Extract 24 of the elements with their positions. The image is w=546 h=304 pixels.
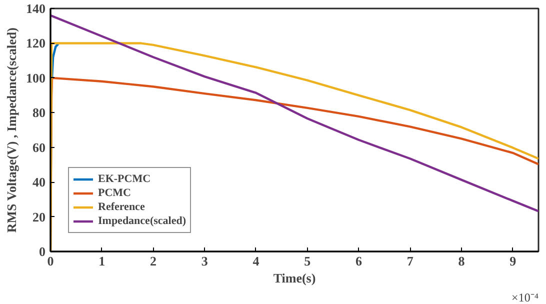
y-tick-label: 0 [39,244,46,259]
x-tick-label: 3 [201,254,208,268]
x-tick-label: 9 [510,254,517,268]
x-tick-label: 5 [304,254,312,268]
legend-label: PCMC [98,186,131,200]
legend-label: Impedance(scaled) [98,214,186,228]
y-tick-label: 140 [26,1,46,16]
legend-label: Reference [98,200,145,214]
legend-label: EK-PCMC [98,172,151,186]
y-tick-label: 60 [32,140,46,155]
x-tick-label: 6 [355,254,362,268]
y-tick-label: 120 [26,36,46,51]
y-tick-label: 100 [26,70,46,86]
y-tick-label: 20 [32,209,46,224]
x-tick-label: 8 [458,254,466,268]
x-axis-title: Time(s) [273,270,316,286]
text: ×10⁻⁴ [512,290,538,304]
y-axis-title: RMS Voltage(V) , Impedance(scaled) [4,28,19,233]
y-tick-label: 40 [32,174,46,190]
x-tick-label: 4 [252,254,260,268]
y-tick-label: 80 [32,105,46,120]
x-tick-label: 7 [406,254,414,268]
x-tick-label: 1 [98,254,106,268]
x-tick-label: 2 [150,254,156,268]
